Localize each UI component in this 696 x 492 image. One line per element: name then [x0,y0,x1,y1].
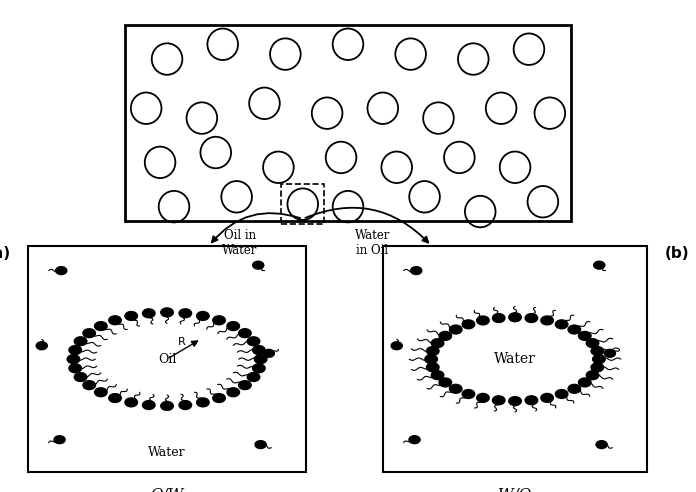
Circle shape [427,346,439,355]
Circle shape [462,390,475,399]
Text: (a): (a) [0,246,10,261]
Circle shape [509,397,521,405]
Bar [28,246,306,472]
Circle shape [425,355,437,364]
Text: R: R [177,337,185,347]
Circle shape [568,384,580,393]
Circle shape [161,308,173,317]
Text: Oil: Oil [158,353,176,366]
Circle shape [509,313,521,322]
Circle shape [109,316,121,325]
Circle shape [578,378,591,387]
Circle shape [492,396,505,405]
Circle shape [143,400,155,409]
Circle shape [432,371,444,380]
Circle shape [54,436,65,444]
Text: O/W: O/W [150,487,184,492]
Circle shape [196,398,209,407]
Circle shape [69,345,81,354]
Bar [383,246,647,472]
Circle shape [255,441,266,449]
Circle shape [253,261,264,269]
Text: Water: Water [148,446,186,459]
Circle shape [83,329,95,338]
Circle shape [74,372,87,381]
Circle shape [432,338,444,347]
Circle shape [525,396,538,405]
Circle shape [247,337,260,346]
Circle shape [196,311,209,320]
Circle shape [594,261,605,269]
Circle shape [439,378,452,387]
Circle shape [541,394,553,402]
Circle shape [263,349,274,357]
Circle shape [247,372,260,381]
Bar [281,184,324,224]
Circle shape [591,346,603,355]
Circle shape [462,320,475,329]
Circle shape [427,363,439,372]
Circle shape [125,311,138,320]
Circle shape [83,381,95,390]
Text: (b): (b) [665,246,689,261]
Text: Water: Water [494,352,536,366]
Circle shape [253,364,265,373]
Circle shape [67,355,79,364]
Circle shape [477,316,489,325]
Circle shape [56,267,67,275]
Text: W/O: W/O [498,487,532,492]
Circle shape [586,371,599,380]
Circle shape [555,320,568,329]
Circle shape [411,267,422,275]
Circle shape [69,364,81,373]
Circle shape [391,342,402,350]
Circle shape [492,313,505,322]
Circle shape [253,345,265,354]
Circle shape [604,349,615,357]
Circle shape [213,316,226,325]
Circle shape [95,388,107,397]
Circle shape [109,394,121,402]
Circle shape [596,441,607,449]
Circle shape [591,363,603,372]
Circle shape [95,322,107,331]
Circle shape [227,388,239,397]
Circle shape [179,309,191,318]
Circle shape [578,332,591,340]
Circle shape [586,338,599,347]
Circle shape [179,400,191,409]
Circle shape [161,401,173,410]
Circle shape [254,355,267,364]
Circle shape [213,394,226,402]
Ellipse shape [108,330,226,389]
Circle shape [555,390,568,399]
Circle shape [593,355,606,364]
Circle shape [450,384,462,393]
Circle shape [227,322,239,331]
Circle shape [450,325,462,334]
Text: Water
in Oil: Water in Oil [355,229,390,257]
Circle shape [143,309,155,318]
Circle shape [239,381,251,390]
Circle shape [36,342,47,350]
Circle shape [74,337,87,346]
Circle shape [439,332,452,340]
Ellipse shape [454,329,576,390]
Circle shape [477,394,489,402]
Circle shape [541,316,553,325]
Circle shape [125,398,138,407]
Circle shape [409,436,420,444]
Circle shape [568,325,580,334]
Bar [125,25,571,221]
Circle shape [239,329,251,338]
Text: Oil in
Water: Oil in Water [223,229,258,257]
Circle shape [525,313,538,322]
